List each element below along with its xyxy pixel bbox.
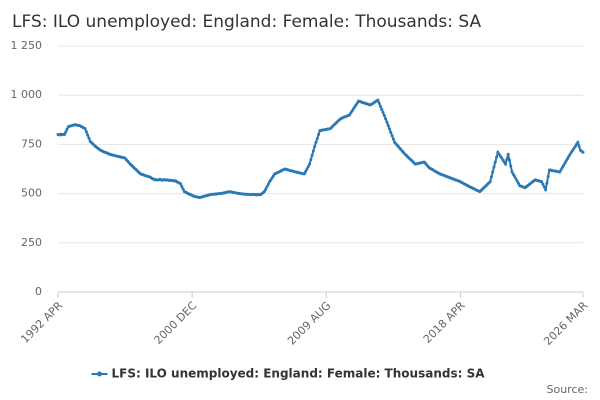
legend-marker [97,371,102,377]
point [560,165,564,169]
point [306,165,310,169]
x-tick-label: 1992 APR [18,299,65,346]
point [384,117,388,121]
point [377,101,381,105]
x-tick-label: 2018 APR [421,299,468,346]
point [381,111,385,115]
point [509,164,513,168]
y-tick-label: 500 [21,187,42,200]
point [87,136,91,140]
point [493,160,497,164]
point [566,157,570,161]
point [311,149,315,153]
point [492,165,496,169]
point [505,157,509,161]
point [545,181,549,185]
point [511,172,515,176]
y-tick-label: 1 000 [11,88,43,101]
y-tick-label: 750 [21,137,42,150]
point [515,179,519,183]
point [517,181,521,185]
point [507,158,511,162]
point [544,188,548,192]
point [506,152,510,156]
point [83,127,87,131]
point [64,130,68,134]
point [382,114,386,118]
point [380,107,384,111]
point [317,133,321,137]
point [305,167,309,171]
point [567,154,571,158]
point [302,172,306,176]
point [504,162,508,166]
x-tick-label: 2000 DEC [152,299,200,347]
point [388,127,392,131]
point [266,182,270,186]
point [376,98,380,102]
x-tick-label: 2009 AUG [285,299,334,348]
point [315,136,319,140]
point [558,170,562,174]
source: Source: [547,383,589,396]
point [564,159,568,163]
point [309,158,313,162]
point [386,124,390,128]
point [581,150,585,154]
legend-label: LFS: ILO unemployed: England: Female: Th… [112,367,486,381]
point [265,185,269,189]
point [510,170,514,174]
point [314,140,318,144]
point [491,170,495,174]
point [65,127,69,131]
point [489,175,493,179]
x-tick-label: 2026 MAR [541,299,590,348]
point [308,162,312,166]
point [391,137,395,141]
point [310,153,314,157]
point [179,182,183,186]
point [576,140,580,144]
point [262,190,266,194]
point [390,134,394,138]
y-tick-label: 250 [21,236,42,249]
point [180,185,184,189]
point [495,155,499,159]
point [385,120,389,124]
point [541,182,545,186]
point [488,180,492,184]
point [86,133,90,137]
chart-title: LFS: ILO unemployed: England: Female: Th… [12,12,481,32]
point [513,174,517,178]
series-line [57,98,584,199]
point [559,168,563,172]
point [540,180,544,184]
y-tick-label: 0 [35,285,42,298]
point [304,170,308,174]
point [563,161,567,165]
point [313,144,317,148]
point [62,133,66,137]
point [542,185,546,189]
point [514,177,518,181]
point [546,174,550,178]
y-tick-label: 1 250 [11,39,43,52]
point [562,163,566,167]
point [389,130,393,134]
point [577,144,581,148]
point [181,187,185,191]
point [264,187,268,191]
point [84,130,88,134]
point [378,104,382,108]
